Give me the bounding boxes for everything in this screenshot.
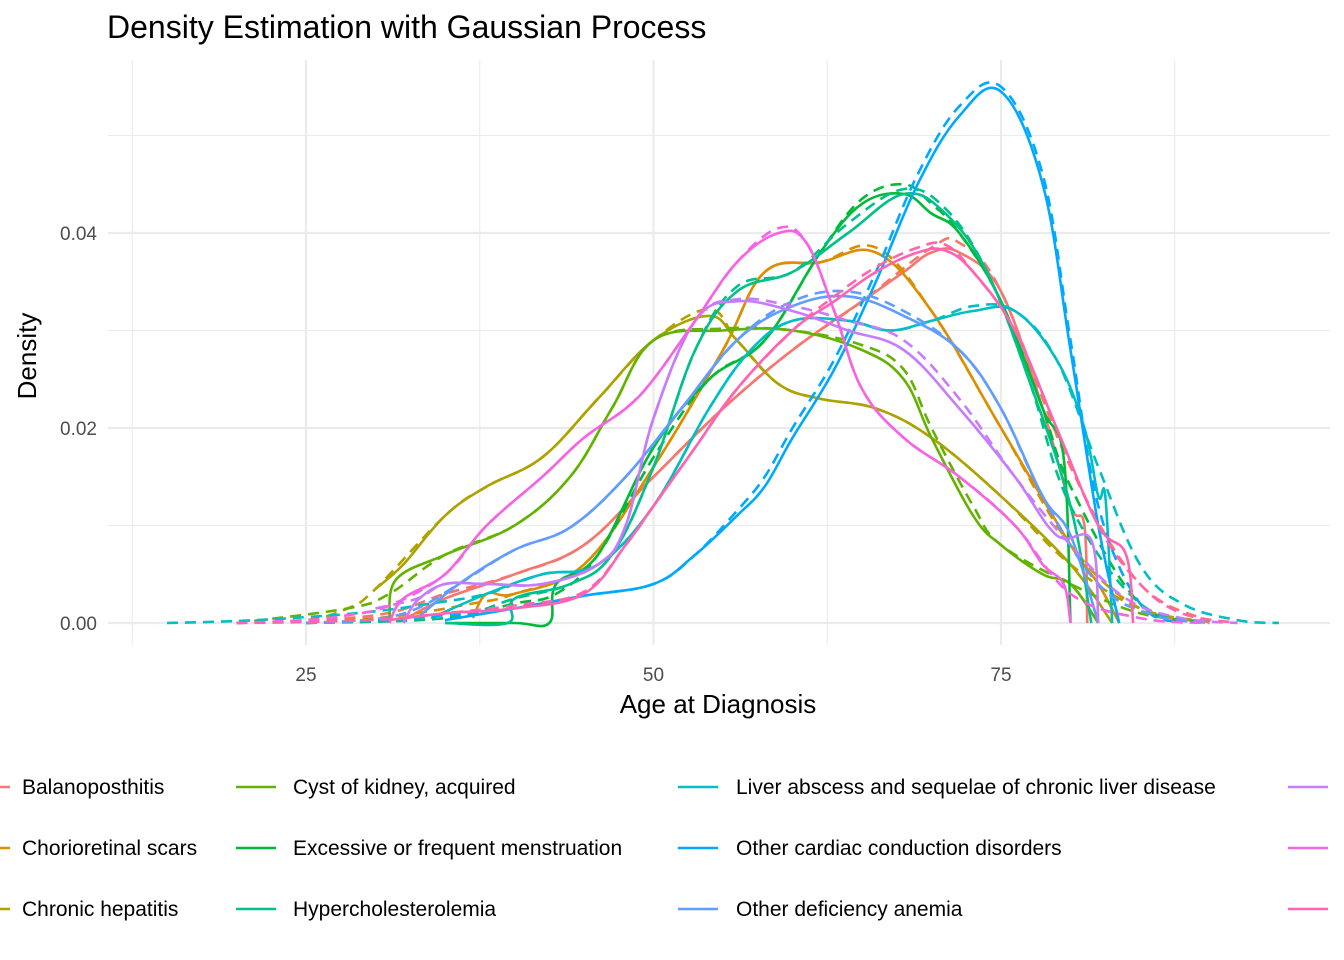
x-axis-title: Age at Diagnosis xyxy=(620,689,817,719)
legend-item: Hypercholesterolemia xyxy=(236,898,496,921)
chart-title: Density Estimation with Gaussian Process xyxy=(107,9,706,45)
series-estimate-line xyxy=(374,314,1114,624)
legend-label: Chorioretinal scars xyxy=(22,837,197,860)
legend-label: Cyst of kidney, acquired xyxy=(293,776,516,799)
series-estimate-line xyxy=(388,327,1100,624)
x-tick-label: 75 xyxy=(990,665,1011,686)
series-layer xyxy=(166,81,1280,628)
series-reference-line xyxy=(375,297,1238,625)
legend-item: Cyst of kidney, acquired xyxy=(236,776,516,799)
legend-label: Other deficiency anemia xyxy=(736,898,963,921)
series-reference-line xyxy=(166,302,1280,625)
legend-label: Balanoposthitis xyxy=(22,776,164,799)
legend-item: Balanoposthitis xyxy=(0,776,164,799)
series-estimate-line xyxy=(402,299,1100,624)
legend-item: Liver abscess and sequelae of chronic li… xyxy=(678,776,1216,799)
legend-item: Chorioretinal scars xyxy=(0,837,197,860)
legend-item: Chronic hepatitis xyxy=(0,898,178,921)
series-8 xyxy=(305,289,1210,625)
x-tick-label: 25 xyxy=(295,665,316,686)
grid-lines xyxy=(108,60,1330,645)
series-3 xyxy=(236,326,1210,625)
x-axis-ticks: 25 50 75 xyxy=(295,665,1011,686)
series-9 xyxy=(375,297,1238,625)
x-tick-label: 50 xyxy=(643,665,664,686)
legend-label: Excessive or frequent menstruation xyxy=(293,837,622,860)
series-reference-line xyxy=(236,326,1210,625)
legend: Balanoposthitis Chorioretinal scars Chroni… xyxy=(0,776,1328,921)
y-axis-ticks: 0.00 0.02 0.04 xyxy=(60,224,97,635)
series-estimate-line xyxy=(444,191,1072,628)
y-tick-label: 0.00 xyxy=(60,614,97,635)
legend-label: Hypercholesterolemia xyxy=(293,898,496,921)
series-estimate-line xyxy=(444,191,1093,627)
series-estimate-line xyxy=(388,229,1072,624)
legend-label: Chronic hepatitis xyxy=(22,898,178,921)
legend-item: Excessive or frequent menstruation xyxy=(236,837,622,860)
legend-label: Other cardiac conduction disorders xyxy=(736,837,1062,860)
series-4 xyxy=(305,182,1210,628)
legend-item: Other deficiency anemia xyxy=(678,898,963,921)
legend-label: Liver abscess and sequelae of chronic li… xyxy=(736,776,1216,799)
y-tick-label: 0.02 xyxy=(60,419,97,440)
legend-item: Other cardiac conduction disorders xyxy=(678,837,1062,860)
y-axis-title: Density xyxy=(12,313,42,400)
series-estimate-line xyxy=(444,86,1121,624)
y-tick-label: 0.04 xyxy=(60,224,97,245)
series-10 xyxy=(236,225,1210,625)
series-11 xyxy=(236,241,1238,625)
series-estimate-line xyxy=(389,247,1135,624)
series-reference-line xyxy=(305,289,1210,625)
series-5 xyxy=(305,187,1210,627)
